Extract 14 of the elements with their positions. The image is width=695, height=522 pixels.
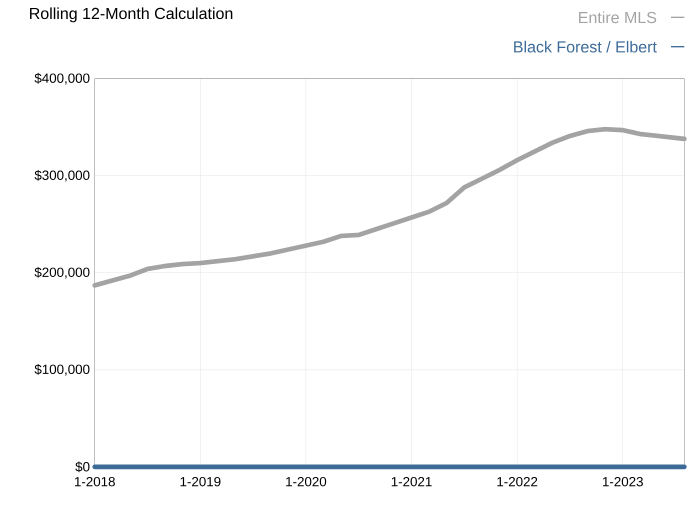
legend-label: Black Forest / Elbert xyxy=(514,41,657,53)
x-tick-label: 1-2022 xyxy=(497,477,538,487)
y-tick-label: $200,000 xyxy=(34,267,90,279)
y-tick-label: $0 xyxy=(75,462,90,472)
y-tick-label: $100,000 xyxy=(34,364,90,376)
x-tick-label: 1-2019 xyxy=(180,477,220,487)
y-tick-label: $300,000 xyxy=(34,170,90,182)
x-tick-label: 1-2020 xyxy=(286,477,326,487)
x-tick-label: 1-2023 xyxy=(602,477,643,487)
x-tick-label: 1-2018 xyxy=(74,477,115,487)
chart-title: Rolling 12-Month Calculation xyxy=(30,8,232,23)
y-tick-label: $400,000 xyxy=(34,73,90,85)
legend-label: Entire MLS xyxy=(579,12,656,24)
x-tick-label: 1-2021 xyxy=(392,477,432,487)
